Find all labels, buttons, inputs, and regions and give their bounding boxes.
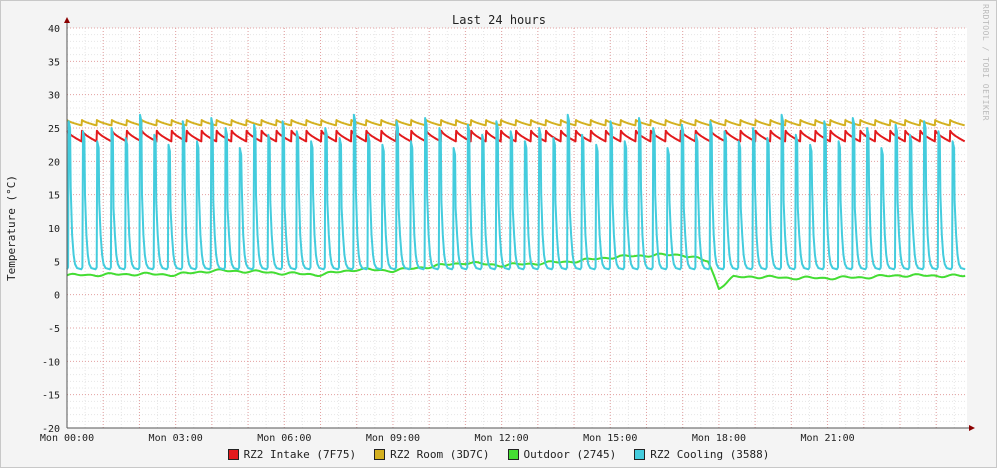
legend-item: RZ2 Cooling (3588): [634, 445, 769, 463]
x-axis-arrow-icon: [969, 425, 975, 431]
y-tick-label: -15: [42, 391, 60, 402]
x-tick-label: Mon 15:00: [583, 433, 637, 444]
legend-label: Outdoor (2745): [523, 447, 617, 461]
legend-swatch: [507, 448, 519, 460]
watermark-text: RRDTOOL / TOBI OETIKER: [981, 4, 990, 121]
y-tick-label: 30: [48, 91, 60, 102]
legend-item: RZ2 Intake (7F75): [227, 445, 357, 463]
y-tick-label: 40: [48, 24, 60, 35]
y-axis-label: Temperature (°C): [5, 175, 18, 281]
legend-label: RZ2 Room (3D7C): [390, 447, 490, 461]
chart-title: Last 24 hours: [452, 13, 546, 27]
y-tick-label: -5: [48, 324, 60, 335]
x-tick-label: Mon 09:00: [366, 433, 420, 444]
legend-swatch: [634, 448, 646, 460]
x-tick-label: Mon 06:00: [257, 433, 311, 444]
legend-swatch: [374, 448, 386, 460]
y-tick-label: 15: [48, 191, 60, 202]
x-tick-label: Mon 18:00: [692, 433, 746, 444]
legend-swatch: [227, 448, 239, 460]
series-line: [66, 119, 965, 127]
y-tick-label: 35: [48, 57, 60, 68]
legend: RZ2 Intake (7F75) RZ2 Room (3D7C) Outdoor …: [0, 445, 997, 463]
x-tick-label: Mon 03:00: [149, 433, 203, 444]
y-tick-label: 0: [54, 291, 60, 302]
x-tick-label: Mon 21:00: [800, 433, 854, 444]
legend-item: Outdoor (2745): [507, 445, 617, 463]
y-tick-label: 5: [54, 257, 60, 268]
series-line: [66, 129, 966, 143]
y-axis-arrow-icon: [64, 17, 70, 23]
legend-label: RZ2 Cooling (3588): [650, 447, 770, 461]
y-tick-label: -20: [42, 424, 60, 435]
y-tick-label: -10: [42, 357, 60, 368]
x-tick-label: Mon 12:00: [475, 433, 529, 444]
series-line: [66, 252, 966, 290]
legend-label: RZ2 Intake (7F75): [243, 447, 357, 461]
grid: [66, 27, 967, 429]
y-tick-label: 10: [48, 224, 60, 235]
series-line: [66, 113, 966, 271]
series-lines: [66, 113, 966, 290]
axes: [64, 17, 975, 431]
x-tick-label: Mon 00:00: [40, 433, 94, 444]
y-tick-label: 25: [48, 124, 60, 135]
y-tick-label: 20: [48, 157, 60, 168]
legend-item: RZ2 Room (3D7C): [374, 445, 490, 463]
